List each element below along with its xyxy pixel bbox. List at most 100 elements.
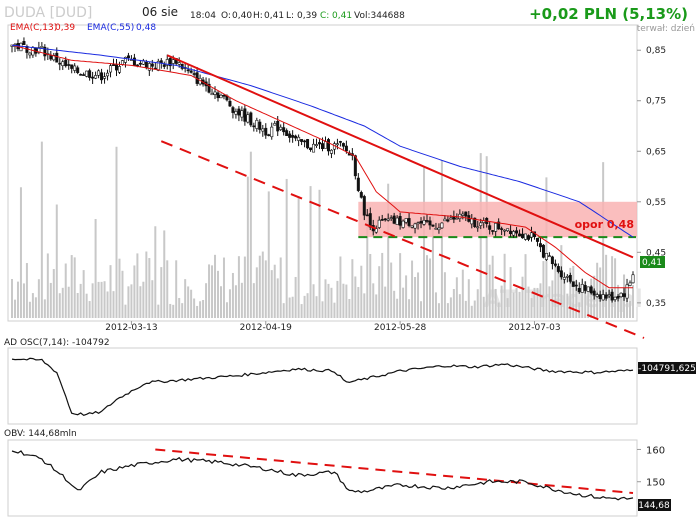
volume-bar <box>548 286 551 318</box>
low-label: L: <box>286 11 294 21</box>
volume-bar <box>11 279 13 318</box>
candle-body <box>380 219 384 221</box>
candle-body <box>117 66 121 73</box>
price-tick-label: 0,35 <box>646 299 666 309</box>
volume-bar <box>387 183 390 318</box>
candle-body <box>592 290 596 296</box>
volume-bar <box>521 276 524 318</box>
candle-body <box>443 218 447 222</box>
volume-bar <box>384 286 387 318</box>
obv-legend: OBV: 144,68mln <box>4 429 77 439</box>
volume-bar <box>497 302 500 318</box>
volume-bar <box>246 176 249 318</box>
candle-body <box>112 64 116 66</box>
candle-body <box>571 281 575 287</box>
candle-body <box>31 47 35 56</box>
volume-bar <box>420 301 423 318</box>
candle-body <box>589 286 593 294</box>
candle-body <box>622 293 626 297</box>
candle-body <box>231 107 235 113</box>
volume-bar <box>58 293 61 318</box>
volume-bar <box>321 301 324 318</box>
candle-body <box>524 233 528 240</box>
candle-body <box>279 126 283 130</box>
volume-bar <box>121 270 124 318</box>
volume-bar <box>148 258 151 318</box>
volume-bar <box>276 278 279 318</box>
volume-bar <box>154 226 157 318</box>
obv-last-value: 144,68 <box>638 501 670 511</box>
volume-bar <box>461 269 464 318</box>
candle-body <box>58 62 62 65</box>
candle-body <box>320 143 324 150</box>
candle-body <box>577 287 581 293</box>
candle-body <box>237 108 241 116</box>
volume-bar <box>575 281 578 318</box>
candle-body <box>431 224 435 227</box>
volume-bar <box>31 293 34 318</box>
volume-bar <box>25 263 28 318</box>
volume-bar <box>581 290 584 318</box>
candle-body <box>446 219 450 222</box>
candle-body <box>377 219 381 228</box>
volume-bar <box>46 253 49 318</box>
volume-bar <box>157 304 160 318</box>
candle-body <box>574 284 578 287</box>
open-value: 0,40 <box>232 11 252 21</box>
open-label: O: <box>221 11 231 21</box>
candle-body <box>273 123 277 126</box>
volume-bar <box>351 259 354 318</box>
candle-body <box>565 275 569 278</box>
volume-bar <box>402 287 405 318</box>
candle-body <box>476 226 480 229</box>
candle-body <box>553 263 557 266</box>
volume-bar <box>443 272 446 318</box>
candle-body <box>547 255 551 258</box>
date-tick-label: 2012-07-03 <box>508 323 560 333</box>
volume-bar <box>85 293 88 318</box>
volume-bar <box>211 265 214 318</box>
volume-bar <box>243 256 246 318</box>
volume-bar <box>37 279 40 318</box>
candle-body <box>628 282 632 286</box>
candle-body <box>509 230 513 235</box>
candle-body <box>455 217 459 220</box>
volume-bar <box>608 289 611 318</box>
volume-bar <box>261 251 264 318</box>
volume-bar <box>28 301 31 318</box>
volume-bar <box>279 257 282 318</box>
date-tick-label: 2012-04-19 <box>240 323 293 333</box>
volume-bar <box>309 186 312 318</box>
candle-body <box>243 108 247 122</box>
volume-bar <box>390 262 393 318</box>
volume-bar <box>112 291 115 318</box>
obv-line <box>11 450 634 501</box>
adosc-legend: AD OSC(7,14): -104792 <box>4 338 110 348</box>
candle-body <box>473 217 477 227</box>
volume-bar <box>596 262 599 318</box>
candle-body <box>297 136 301 141</box>
volume-bar <box>127 286 130 318</box>
candle-body <box>306 139 310 149</box>
volume-bar <box>202 300 205 318</box>
volume-bar <box>136 253 139 318</box>
volume-bar <box>488 264 491 318</box>
volume-bar <box>64 263 67 318</box>
interval-label: Interwał: dzień <box>628 24 695 34</box>
volume-bar <box>345 284 348 318</box>
volume-bar <box>399 253 402 318</box>
volume-bar <box>518 291 521 318</box>
candle-body <box>64 59 68 67</box>
candle-body <box>541 244 545 258</box>
candle-body <box>73 65 77 71</box>
close-value: 0,41 <box>332 11 352 21</box>
candle-body <box>521 233 525 239</box>
volume-bar <box>333 302 336 318</box>
volume-bar <box>524 254 527 318</box>
adosc-last-value: -104791,625 <box>638 364 696 374</box>
candle-body <box>150 63 154 67</box>
candle-body <box>613 296 617 300</box>
candle-body <box>109 65 113 73</box>
volume-bar <box>61 287 64 318</box>
volume-bar <box>312 284 315 318</box>
